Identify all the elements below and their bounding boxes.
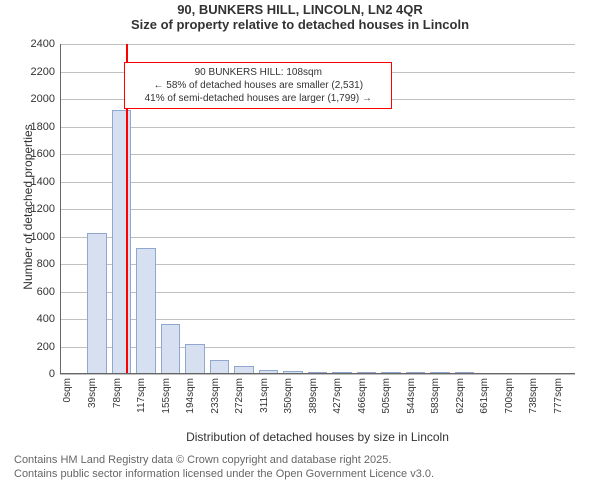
x-tick-label: 155sqm — [161, 378, 172, 414]
x-tick-label: 194sqm — [185, 378, 196, 414]
y-axis-line — [60, 44, 61, 374]
y-tick-label: 600 — [37, 286, 60, 298]
chart-frame: 90, BUNKERS HILL, LINCOLN, LN2 4QR Size … — [0, 0, 600, 500]
plot-area: 0200400600800100012001400160018002000220… — [60, 44, 575, 374]
y-tick-label: 1800 — [31, 121, 60, 133]
annotation-box: 90 BUNKERS HILL: 108sqm← 58% of detached… — [124, 62, 392, 109]
annotation-line: ← 58% of detached houses are smaller (2,… — [131, 79, 385, 92]
footnote-2: Contains public sector information licen… — [14, 468, 434, 480]
y-tick-label: 0 — [49, 368, 60, 380]
annotation-line: 41% of semi-detached houses are larger (… — [131, 92, 385, 105]
bar — [112, 110, 132, 374]
x-tick-label: 117sqm — [136, 378, 147, 413]
title-address: 90, BUNKERS HILL, LINCOLN, LN2 4QR — [0, 2, 600, 17]
bar — [87, 233, 107, 374]
y-tick-label: 1200 — [31, 203, 60, 215]
x-axis-line — [60, 373, 575, 374]
x-tick-label: 0sqm — [62, 378, 73, 402]
x-tick-label: 39sqm — [87, 378, 98, 408]
x-tick-label: 777sqm — [553, 378, 564, 414]
x-tick-label: 622sqm — [455, 378, 466, 414]
title-subtitle: Size of property relative to detached ho… — [0, 17, 600, 32]
x-tick-label: 233sqm — [210, 378, 221, 414]
x-tick-label: 427sqm — [332, 378, 343, 414]
annotation-line: 90 BUNKERS HILL: 108sqm — [131, 66, 385, 79]
bar — [161, 324, 181, 374]
x-tick-label: 661sqm — [479, 378, 490, 414]
y-tick-label: 400 — [37, 313, 60, 325]
y-gridline — [60, 374, 575, 375]
y-tick-label: 2000 — [31, 93, 60, 105]
x-tick-label: 350sqm — [283, 378, 294, 414]
x-tick-label: 311sqm — [259, 378, 270, 413]
x-tick-label: 466sqm — [357, 378, 368, 414]
x-tick-label: 389sqm — [308, 378, 319, 414]
x-tick-label: 78sqm — [112, 378, 123, 408]
footnote-1: Contains HM Land Registry data © Crown c… — [14, 454, 391, 466]
x-tick-label: 505sqm — [381, 378, 392, 414]
y-tick-label: 2400 — [31, 38, 60, 50]
bar — [210, 360, 230, 374]
x-tick-label: 272sqm — [234, 378, 245, 414]
y-tick-label: 1600 — [31, 148, 60, 160]
bar — [185, 344, 205, 374]
y-tick-label: 800 — [37, 258, 60, 270]
bar — [136, 248, 156, 375]
x-tick-label: 544sqm — [406, 378, 417, 414]
y-tick-label: 1000 — [31, 231, 60, 243]
x-tick-label: 583sqm — [430, 378, 441, 414]
y-tick-label: 200 — [37, 341, 60, 353]
x-tick-label: 738sqm — [528, 378, 539, 414]
x-axis-label: Distribution of detached houses by size … — [60, 430, 575, 444]
chart-titles: 90, BUNKERS HILL, LINCOLN, LN2 4QR Size … — [0, 0, 600, 32]
x-tick-label: 700sqm — [504, 378, 515, 414]
y-tick-label: 1400 — [31, 176, 60, 188]
y-tick-label: 2200 — [31, 66, 60, 78]
